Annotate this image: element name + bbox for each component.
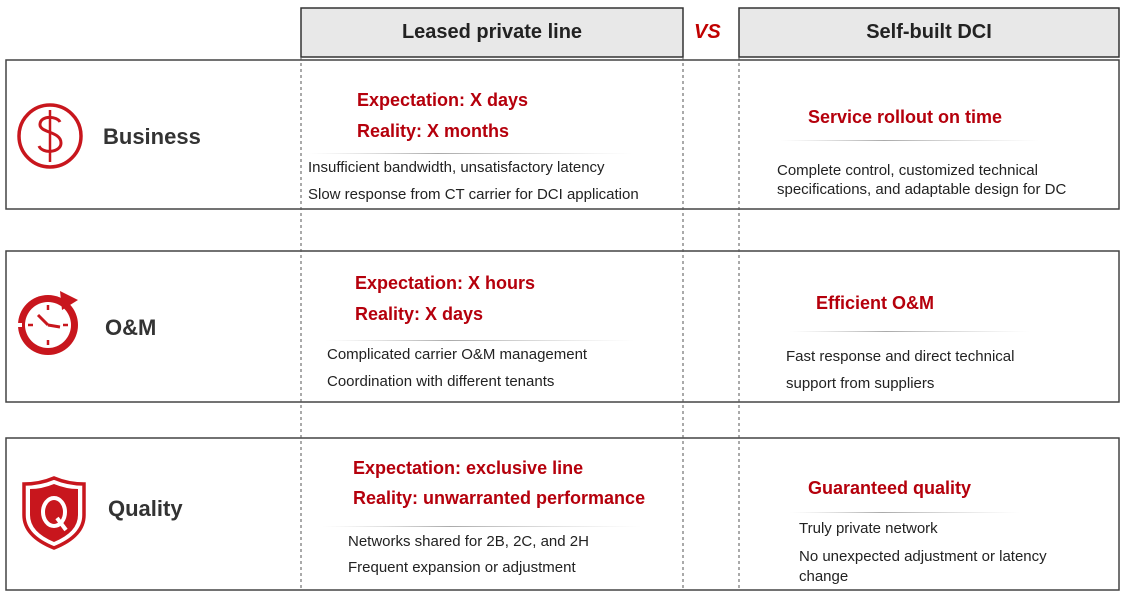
row-label: Quality (108, 496, 183, 521)
right-headline: Efficient O&M (816, 293, 935, 313)
reality: Reality: X months (357, 121, 510, 141)
row-label: Business (103, 124, 201, 149)
business-icon (17, 103, 83, 169)
quality-icon (22, 476, 86, 550)
right-point: Complete control, customized technical s… (777, 162, 1067, 198)
left-point: Networks shared for 2B, 2C, and 2H (348, 533, 589, 550)
right-headline: Guaranteed quality (808, 478, 972, 498)
header-box (300, 7, 684, 58)
left-point: Slow response from CT carrier for DCI ap… (308, 186, 639, 203)
expectation: Expectation: X days (357, 90, 529, 110)
om-icon (14, 291, 78, 355)
reality: Reality: X days (355, 304, 484, 324)
left-point: Insufficient bandwidth, unsatisfactory l… (308, 159, 605, 176)
dashed-dividers (300, 57, 740, 590)
right-point: Fast response and direct technical suppo… (786, 348, 1015, 392)
expectation: Expectation: exclusive line (353, 458, 584, 478)
separators (308, 140, 1040, 527)
right-point: No unexpected adjustment or latency chan… (799, 548, 1047, 585)
expectation: Expectation: X hours (355, 273, 536, 293)
row-label: O&M (105, 315, 157, 340)
right-point: Truly private network (799, 520, 938, 537)
reality: Reality: unwarranted performance (353, 488, 646, 508)
header-left: Leased private line (401, 21, 583, 43)
header-right: Self-built DCI (866, 21, 992, 43)
header-box (738, 7, 1120, 58)
vs-label: VS (694, 21, 721, 43)
left-point: Complicated carrier O&M management (327, 346, 588, 363)
left-point: Frequent expansion or adjustment (348, 559, 576, 576)
row-box (5, 59, 1120, 210)
row-box (5, 250, 1120, 403)
row-box (5, 437, 1120, 591)
right-headline: Service rollout on time (808, 107, 1003, 127)
left-point: Coordination with different tenants (327, 373, 555, 390)
